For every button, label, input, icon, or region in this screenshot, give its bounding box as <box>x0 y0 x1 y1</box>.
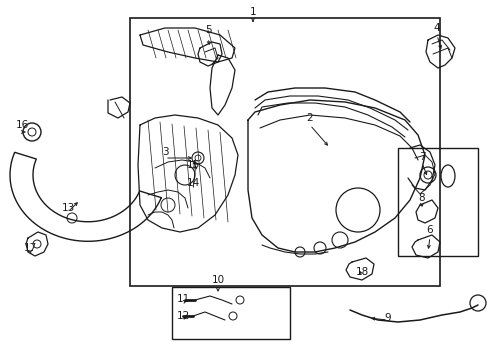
Text: 12: 12 <box>176 311 189 321</box>
Text: 4: 4 <box>433 23 439 33</box>
Bar <box>130 18 439 286</box>
Text: 14: 14 <box>186 178 199 188</box>
Text: 3: 3 <box>162 147 168 157</box>
Text: 6: 6 <box>426 225 432 235</box>
Text: 11: 11 <box>176 294 189 304</box>
Text: 2: 2 <box>306 113 313 123</box>
Text: 16: 16 <box>15 120 29 130</box>
Text: 10: 10 <box>211 275 224 285</box>
Text: 15: 15 <box>186 160 199 170</box>
Text: 5: 5 <box>204 25 211 35</box>
Text: 17: 17 <box>23 243 37 253</box>
Text: 13: 13 <box>61 203 75 213</box>
Text: 18: 18 <box>355 267 368 277</box>
Text: 8: 8 <box>418 193 425 203</box>
Text: 7: 7 <box>418 152 425 162</box>
Bar <box>397 148 477 256</box>
Text: 9: 9 <box>384 313 390 323</box>
Text: 1: 1 <box>249 7 256 17</box>
Bar <box>172 287 289 339</box>
